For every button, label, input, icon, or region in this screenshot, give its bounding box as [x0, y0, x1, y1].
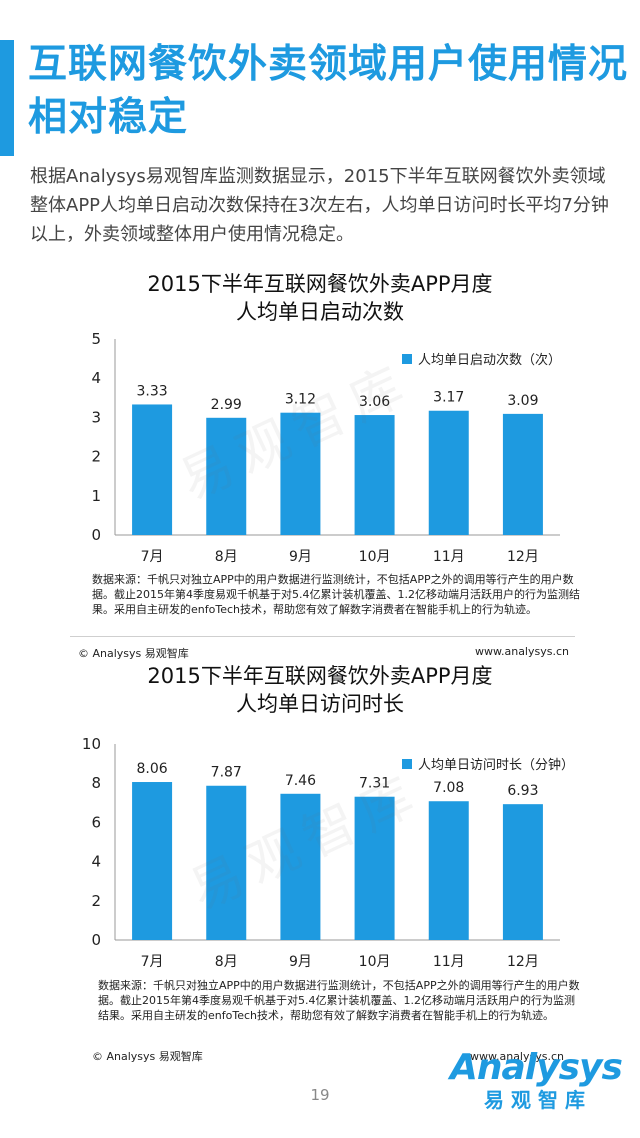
analysys-logo: Analysys 易观智库: [450, 1047, 630, 1113]
chart2-website: www.analysys.cn: [470, 1050, 564, 1063]
chart1-data-label: 3.06: [359, 394, 390, 410]
chart1-bar: [354, 415, 395, 535]
chart2-y-tick-label: 6: [91, 813, 101, 831]
chart1-x-tick-label: 7月: [141, 549, 164, 565]
chart2-bar: [502, 804, 543, 940]
chart2-data-label: 8.06: [136, 761, 167, 777]
chart1-y-tick-label: 0: [91, 526, 101, 544]
chart1-data-label: 3.09: [507, 393, 538, 409]
title-accent-bar: [0, 40, 14, 156]
logo-chinese: 易观智库: [484, 1088, 592, 1112]
chart1-x-tick-label: 11月: [433, 549, 465, 565]
logo-wordmark: Analysys: [450, 1047, 623, 1088]
chart1-copyright: © Analysys 易观智库: [78, 647, 189, 660]
chart2-bar: [428, 801, 469, 940]
chart1-x-tick-label: 8月: [215, 549, 238, 565]
chart2-x-tick-label: 10月: [359, 954, 391, 970]
chart1-y-tick-label: 3: [91, 408, 101, 426]
chart2-visit-duration: 0 2 4 6 8 10 8.06 7月 7.87 8月 7.46 9月 7.31 10月 7.08 11月 6…: [82, 735, 574, 970]
chart1-bar: [428, 410, 469, 535]
chart1-source-note: 数据来源：千帆只对独立APP中的用户数据进行监测统计，不包括APP之外的调用等行…: [92, 573, 580, 616]
chart2-title: 2015下半年互联网餐饮外卖APP月度 人均单日访问时长: [0, 662, 640, 718]
chart2-data-label: 7.31: [359, 776, 390, 792]
chart1-data-label: 3.17: [433, 390, 464, 406]
chart1-launch-count: 0 1 2 3 4 5 3.33 7月 2.99 8月 3.12 9月 3.06 10月 3.17 11月 3.…: [91, 330, 561, 565]
chart1-data-label: 3.12: [285, 392, 316, 408]
chart2-bar: [354, 796, 395, 940]
chart2-bar: [206, 785, 247, 940]
chart1-legend-label: 人均单日启动次数（次）: [418, 352, 561, 368]
chart1-bar: [502, 413, 543, 535]
chart2-source-note: 数据来源：千帆只对独立APP中的用户数据进行监测统计，不包括APP之外的调用等行…: [98, 979, 580, 1022]
chart2-x-tick-label: 9月: [289, 954, 312, 970]
chart1-divider: [70, 636, 575, 637]
page-title: 互联网餐饮外卖领域用户使用情况相对稳定: [28, 42, 629, 140]
chart2-y-tick-label: 10: [82, 735, 101, 753]
chart1-x-tick-label: 9月: [289, 549, 312, 565]
chart2-x-tick-label: 7月: [141, 954, 164, 970]
chart1-y-tick-label: 5: [91, 330, 101, 348]
chart2-y-tick-label: 0: [91, 931, 101, 949]
chart2-copyright: © Analysys 易观智库: [92, 1050, 203, 1063]
chart2-title-line1: 2015下半年互联网餐饮外卖APP月度: [147, 664, 493, 688]
chart1-website: www.analysys.cn: [475, 645, 569, 658]
chart2-x-tick-label: 11月: [433, 954, 465, 970]
chart1-title-line1: 2015下半年互联网餐饮外卖APP月度: [147, 272, 493, 296]
chart1-title: 2015下半年互联网餐饮外卖APP月度 人均单日启动次数: [0, 270, 640, 326]
chart2-y-tick-label: 4: [91, 853, 101, 871]
chart2-x-tick-label: 12月: [507, 954, 539, 970]
chart2-data-label: 6.93: [507, 783, 538, 799]
chart2-bar: [280, 793, 321, 940]
chart1-data-label: 2.99: [211, 397, 242, 413]
chart2-data-label: 7.87: [211, 765, 242, 781]
chart2-x-tick-label: 8月: [215, 954, 238, 970]
intro-paragraph: 根据Analysys易观智库监测数据显示，2015下半年互联网餐饮外卖领域整体A…: [30, 166, 609, 245]
chart2-data-label: 7.08: [433, 780, 464, 796]
chart1-bar: [280, 412, 321, 535]
chart1-title-line2: 人均单日启动次数: [236, 300, 404, 324]
chart1-x-tick-label: 10月: [359, 549, 391, 565]
chart1-bar: [132, 404, 173, 535]
chart2-y-tick-label: 2: [91, 892, 101, 910]
chart1-y-tick-label: 1: [91, 487, 101, 505]
chart1-legend-swatch: [402, 354, 412, 364]
chart2-legend-swatch: [402, 759, 412, 769]
chart2-title-line2: 人均单日访问时长: [236, 692, 404, 716]
chart2-y-tick-label: 8: [91, 774, 101, 792]
chart1-y-tick-label: 4: [91, 369, 101, 387]
page-number: 19: [310, 1086, 330, 1104]
chart1-y-tick-label: 2: [91, 448, 101, 466]
chart1-data-label: 3.33: [136, 383, 167, 399]
chart2-legend-label: 人均单日访问时长（分钟）: [418, 757, 574, 773]
chart2-bar: [132, 782, 173, 940]
chart1-x-tick-label: 12月: [507, 549, 539, 565]
chart1-bar: [206, 417, 247, 535]
chart2-data-label: 7.46: [285, 773, 316, 789]
